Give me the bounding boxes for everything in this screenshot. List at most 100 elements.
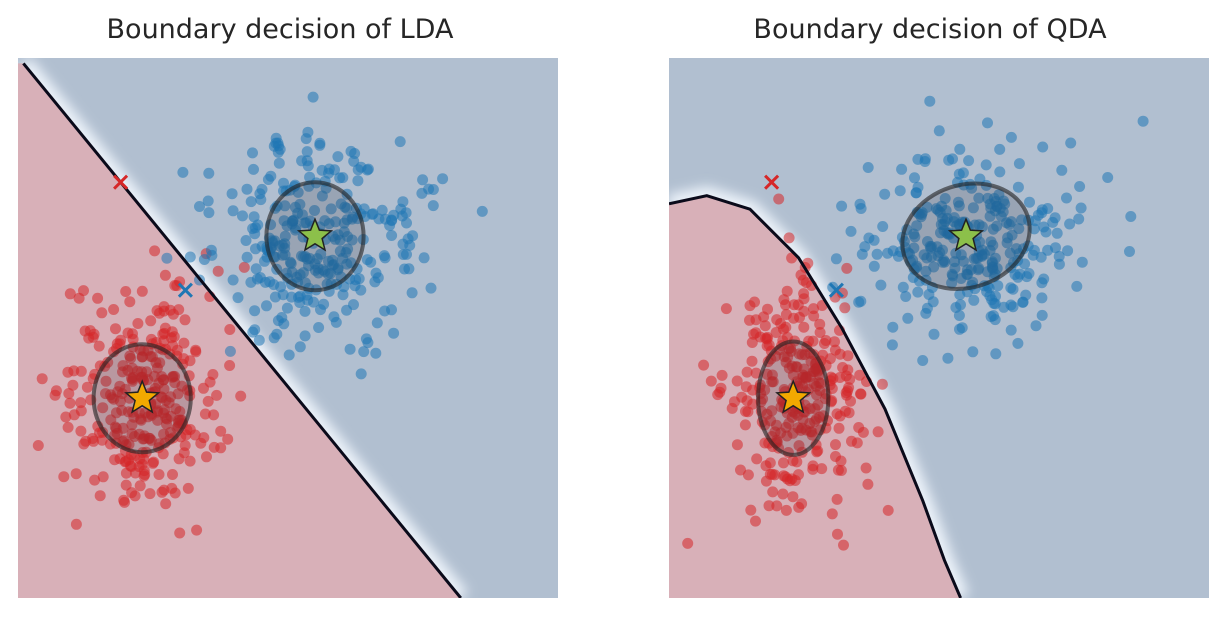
class-b-point [946, 268, 958, 280]
class-a-point [222, 433, 234, 445]
class-a-point [147, 457, 159, 469]
class-b-point [360, 333, 372, 345]
class-a-point [138, 470, 150, 482]
class-b-point [939, 193, 951, 204]
class-b-point [863, 232, 875, 244]
class-a-point [136, 366, 148, 378]
class-b-point [361, 254, 373, 266]
class-a-point [788, 312, 800, 324]
class-b-point [406, 287, 418, 299]
class-b-point [355, 284, 367, 296]
class-a-point [766, 376, 778, 388]
class-a-point [793, 440, 805, 452]
class-b-point [921, 302, 933, 314]
class-b-point [296, 250, 307, 262]
class-a-point [145, 434, 157, 446]
class-b-point [332, 262, 344, 274]
class-b-point [386, 230, 398, 241]
class-a-point [742, 469, 754, 481]
class-b-point [337, 289, 349, 301]
class-b-point [476, 205, 488, 217]
class-a-point [124, 296, 136, 308]
class-b-point [404, 239, 416, 251]
class-a-point [746, 355, 758, 367]
class-a-point [111, 427, 123, 439]
class-a-point [831, 493, 843, 505]
class-b-point [401, 248, 412, 260]
class-b-point [425, 282, 437, 294]
class-a-point [191, 524, 203, 536]
class-a-point [814, 318, 826, 330]
class-b-point [1012, 337, 1024, 349]
class-b-point [855, 203, 867, 214]
class-b-point [249, 228, 261, 240]
class-b-point [334, 172, 346, 184]
class-a-point [96, 434, 108, 446]
class-a-point [840, 370, 852, 382]
class-a-point [751, 453, 763, 465]
class-b-point [1071, 280, 1083, 292]
class-b-point [194, 201, 205, 212]
class-a-point [834, 348, 846, 360]
class-b-point [1076, 256, 1088, 268]
class-b-point [909, 231, 921, 243]
class-a-point [119, 456, 131, 468]
class-b-point [954, 289, 966, 301]
class-b-point [240, 235, 252, 246]
class-b-point [973, 192, 985, 204]
class-b-point [1125, 211, 1137, 222]
class-b-point [358, 346, 370, 358]
class-b-point [1013, 223, 1025, 235]
class-b-point [267, 237, 279, 249]
class-b-point [273, 157, 285, 169]
class-b-point [984, 210, 996, 222]
class-a-point [144, 488, 156, 500]
class-b-point [1036, 277, 1048, 289]
class-b-point [330, 316, 342, 328]
class-b-point [1062, 245, 1074, 257]
class-b-point [279, 200, 291, 212]
class-a-point [115, 334, 127, 346]
class-a-point [763, 500, 775, 512]
class-b-point [909, 172, 920, 184]
class-b-point [1003, 218, 1015, 230]
class-a-point [778, 323, 789, 335]
class-b-point [261, 300, 272, 312]
class-b-point [1014, 268, 1026, 280]
class-a-point [845, 395, 856, 407]
class-b-point [1075, 202, 1087, 214]
class-b-point [317, 264, 329, 276]
class-b-point [886, 339, 898, 351]
class-a-point [149, 245, 161, 257]
class-a-point [787, 491, 799, 503]
class-a-point [835, 455, 847, 467]
class-a-point [783, 362, 795, 374]
class-a-point [123, 438, 135, 450]
mean-star-a [775, 379, 812, 414]
class-a-point [811, 389, 822, 401]
class-b-point [1073, 213, 1085, 225]
class-a-point [750, 515, 761, 527]
class-b-point [1028, 244, 1040, 256]
class-a-point [114, 380, 126, 392]
class-b-point [307, 91, 319, 103]
class-a-point [75, 397, 87, 409]
class-b-point [963, 155, 975, 167]
class-a-point [32, 440, 44, 451]
class-b-point [875, 279, 887, 291]
class-a-point [212, 265, 224, 277]
decision-boundary-line [22, 62, 462, 598]
class-b-point [897, 281, 909, 293]
class-b-point [227, 205, 239, 217]
class-a-point [125, 352, 137, 364]
class-b-point [313, 322, 325, 333]
class-b-point [862, 162, 874, 173]
class-a-point [190, 346, 202, 358]
class-b-point [245, 196, 257, 208]
class-a-point [184, 355, 196, 367]
class-a-point [158, 305, 170, 317]
class-b-point [318, 298, 330, 310]
class-a-point [837, 362, 849, 373]
class-a-point [804, 418, 816, 429]
class-b-point [259, 276, 271, 288]
